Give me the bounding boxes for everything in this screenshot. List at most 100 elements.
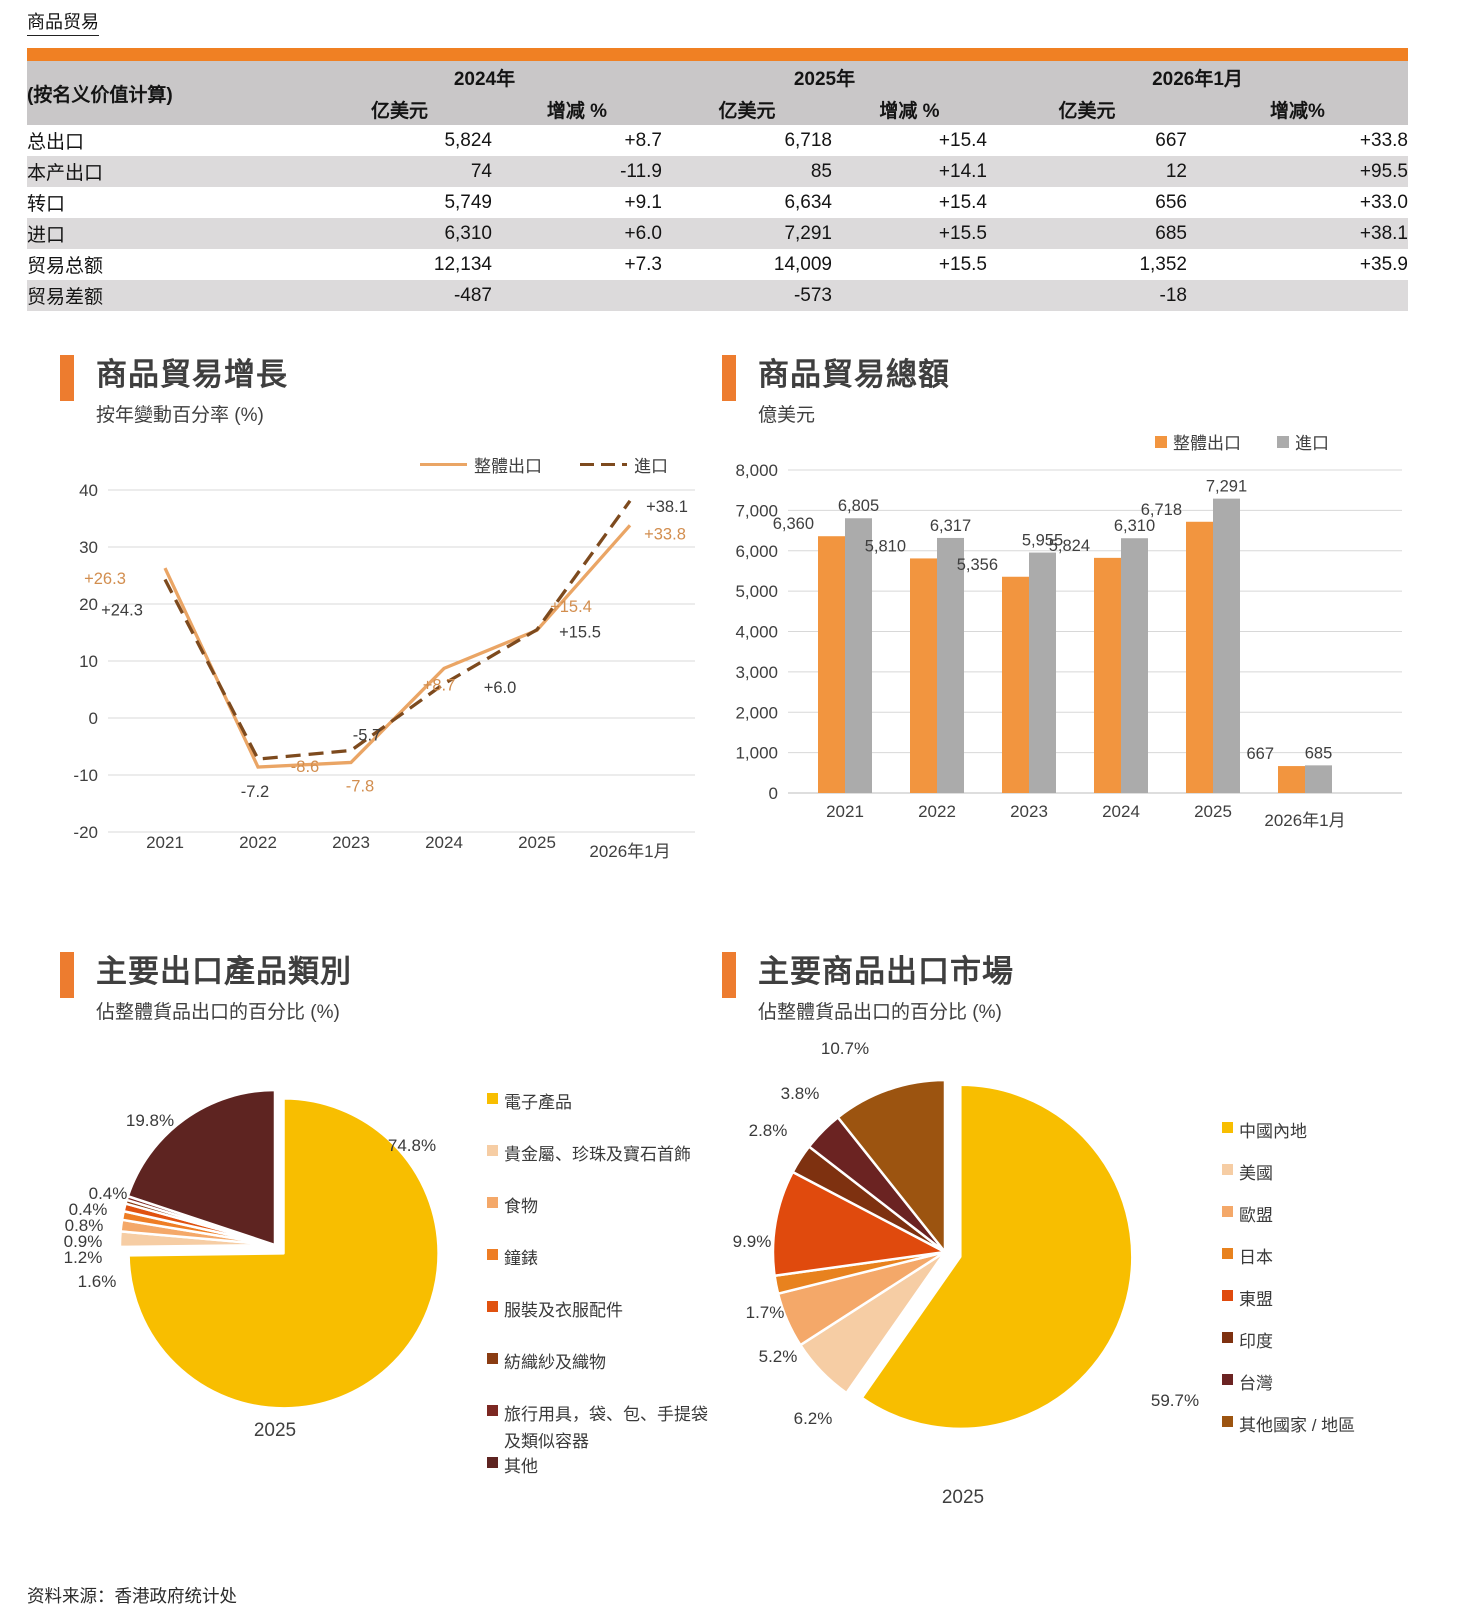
y-tick-label: 20	[79, 595, 98, 614]
legend-label: 電子產品	[504, 1093, 572, 1112]
table-cell: -11.9	[620, 160, 662, 182]
page-title: 商品贸易	[27, 8, 99, 36]
legend-item: 紡織紗及織物	[487, 1349, 722, 1376]
legend-swatch	[1222, 1290, 1233, 1301]
legend-swatch	[487, 1301, 498, 1312]
table-row: 进口 6,310 +6.0 7,291 +15.5 685 +38.1	[27, 218, 1408, 249]
solid-line-swatch	[420, 462, 467, 467]
table-accent-bar	[27, 48, 1408, 61]
section-marker	[60, 952, 74, 998]
pie-value-label: 19.8%	[126, 1111, 174, 1130]
legend-item: 台灣	[1222, 1370, 1432, 1397]
bar-import	[1029, 552, 1056, 793]
table-cell: 6,718	[784, 129, 832, 151]
legend-item: 東盟	[1222, 1286, 1432, 1313]
table-cell: +35.9	[1359, 253, 1408, 275]
bar-value-label: 6,805	[838, 497, 879, 515]
x-tick-label: 2025	[518, 833, 556, 852]
table-row: 总出口 5,824 +8.7 6,718 +15.4 667 +33.8	[27, 125, 1408, 156]
table-cell: +9.1	[624, 191, 662, 213]
legend-label: 台灣	[1239, 1374, 1273, 1393]
legend-label: 印度	[1239, 1332, 1273, 1351]
legend-swatch	[1222, 1374, 1233, 1385]
section-marker	[722, 355, 736, 401]
pie-slice	[127, 1097, 440, 1410]
pie-slice	[771, 1170, 947, 1277]
legend-label: 其他	[504, 1457, 538, 1476]
pie-value-label: 1.7%	[746, 1303, 785, 1322]
data-label: -8.6	[291, 758, 319, 776]
table-year-header: 2026年1月	[987, 61, 1408, 94]
bar-value-label: 6,360	[773, 515, 814, 533]
x-tick-label: 2021	[146, 833, 184, 852]
legend-swatch	[1222, 1206, 1233, 1217]
series-line-整體出口	[163, 524, 632, 769]
bar-value-label: 6,718	[1141, 501, 1182, 519]
table-cell: +33.0	[1359, 191, 1408, 213]
pie-value-label: 5.2%	[759, 1347, 798, 1366]
trade-table-section: (按名义价值计算) 2024年 2025年 2026年1月 亿美元 增减 % 亿美元 增减 %…	[27, 48, 1408, 311]
table-sub-header: 增减 %	[492, 94, 662, 125]
legend-swatch	[487, 1353, 498, 1364]
pie-slice	[860, 1083, 1134, 1431]
section-marker	[60, 355, 74, 401]
bar-import	[1213, 498, 1240, 793]
table-row: 贸易总额 12,134 +7.3 14,009 +15.5 1,352 +35.9	[27, 249, 1408, 280]
table-row: 本产出口 74 -11.9 85 +14.1 12 +95.5	[27, 156, 1408, 187]
table-cell: 685	[1155, 222, 1187, 244]
legend-swatch	[487, 1405, 498, 1416]
table-cell	[492, 280, 662, 311]
legend-item: 進口	[580, 452, 668, 477]
bar-import	[937, 537, 964, 793]
x-tick-label: 2023	[332, 833, 370, 852]
bar-value-label: 5,824	[1049, 537, 1090, 555]
x-tick-label: 2023	[1010, 802, 1048, 821]
table-cell: 6,634	[784, 191, 832, 213]
pie-value-label: 1.6%	[78, 1272, 117, 1291]
table-cell	[1187, 280, 1408, 311]
bar-value-label: 6,310	[1114, 517, 1155, 535]
table-cell: +15.4	[938, 191, 987, 213]
data-label: +15.5	[559, 624, 601, 642]
import-swatch	[1277, 435, 1289, 448]
pie-value-label: 59.7%	[1151, 1391, 1199, 1410]
pie-value-label: 2.8%	[749, 1121, 788, 1140]
pie-value-label: 0.8%	[65, 1216, 104, 1235]
bar-export	[1278, 766, 1305, 793]
line-chart: -20 -10 0 10 20 30 40 2021 2022 2023 2024 2025 2026年…	[73, 481, 695, 861]
pie1-subtitle: 佔整體貨品出口的百分比 (%)	[96, 1002, 340, 1023]
legend-item: 日本	[1222, 1244, 1432, 1271]
y-tick-label: 10	[79, 652, 98, 671]
row-label: 转口	[27, 194, 66, 215]
data-label: +6.0	[484, 679, 517, 697]
line-chart-subtitle: 按年變動百分率 (%)	[96, 405, 264, 426]
table-cell: +8.7	[624, 129, 662, 151]
legend-swatch	[1222, 1332, 1233, 1343]
legend-label: 東盟	[1239, 1290, 1273, 1309]
table-sub-header: 亿美元	[987, 94, 1187, 125]
pie1-title: 主要出口產品類別	[96, 954, 352, 989]
legend-label: 進口	[634, 457, 668, 476]
pie-chart-products: 74.8%1.6%1.2%0.9%0.8%0.4%0.4%19.8%	[64, 1088, 440, 1410]
legend-item: 鐘錶	[487, 1245, 722, 1272]
y-tick-label: 5,000	[735, 582, 778, 601]
legend-label: 中國內地	[1239, 1122, 1307, 1141]
legend-item: 整體出口	[1155, 429, 1241, 454]
legend-swatch	[487, 1249, 498, 1260]
table-cell: -18	[1159, 284, 1187, 306]
y-tick-label: 0	[769, 784, 778, 803]
pie-slice	[836, 1078, 947, 1254]
legend-item: 貴金屬、珍珠及寶石首飾	[487, 1141, 722, 1168]
pie1-caption: 2025	[253, 1420, 297, 1441]
source-note: 资料来源：香港政府统计处	[27, 1586, 237, 1606]
table-cell: 656	[1155, 191, 1187, 213]
bar-value-label: 5,356	[957, 556, 998, 574]
x-tick-label: 2021	[826, 802, 864, 821]
data-label: +38.1	[646, 498, 688, 516]
table-cell: +14.1	[938, 160, 987, 182]
pie-value-label: 74.8%	[388, 1136, 436, 1155]
bar-export	[818, 536, 845, 793]
table-cell: 74	[470, 160, 492, 182]
y-tick-label: 1,000	[735, 744, 778, 763]
table-cell: 5,824	[444, 129, 492, 151]
